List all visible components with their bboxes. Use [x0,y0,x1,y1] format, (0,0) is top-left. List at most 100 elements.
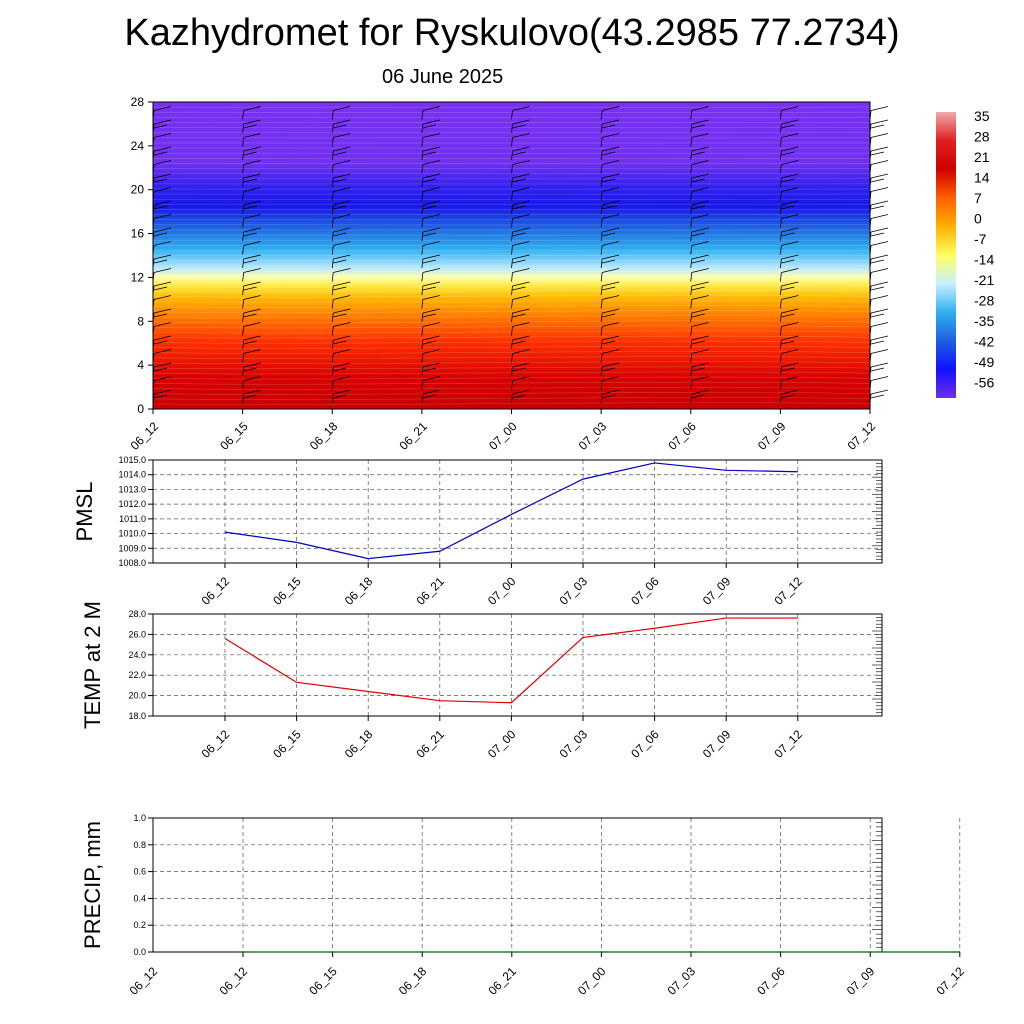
wind-barb-flag [691,308,709,314]
y-tick-label: 24.0 [128,650,146,660]
wind-barb-flag [781,241,799,246]
wind-barb-flag [870,151,885,156]
wind-barb-flag [781,146,799,152]
wind-barb [690,339,693,350]
wind-barb-flag [512,133,530,138]
wind-barb-flag [691,394,705,399]
wind-barb-flag [870,295,889,300]
wind-barb-flag [153,173,172,179]
wind-barb [242,177,245,188]
wind-barb [421,164,424,174]
wind-barb-flag [153,124,168,129]
wind-barb [779,150,782,161]
wind-barb-flag [781,254,799,260]
wind-barb [242,258,245,269]
wind-barb-flag [870,286,885,291]
x-tick-label: 07_12 [933,964,967,998]
wind-barb [690,110,693,120]
wind-barb [690,191,693,201]
wind-barb [779,164,782,174]
contour-line [152,340,871,344]
wind-barb-flag [512,259,526,264]
wind-barb [511,285,513,296]
wind-barb [511,312,513,323]
wind-barb-flag [243,349,261,354]
x-tick-label: 07_06 [628,727,662,761]
wind-barb [779,299,782,309]
wind-barb-flag [512,340,526,345]
wind-barb [511,137,513,147]
wind-barb-flag [602,340,616,345]
y-tick-label: 24 [131,139,145,153]
wind-barb-flag [781,119,799,125]
wind-barb-flag [602,151,616,156]
wind-barb-flag [333,349,351,354]
wind-barb-flag [512,349,530,354]
wind-barb-flag [602,119,620,125]
wind-barb-flag [153,133,172,138]
wind-barb-flag [422,146,440,152]
wind-barb [421,245,424,255]
wind-barb-flag [422,286,436,291]
wind-barb-flag [333,254,351,260]
y-tick-label: 0.6 [133,867,146,877]
wind-barb-flag [870,227,889,233]
wind-barb [779,204,782,215]
wind-barb [690,353,693,363]
wind-barb-flag [422,133,440,138]
wind-barb-flag [870,205,885,210]
wind-barb [600,231,603,242]
wind-barb [331,393,334,404]
wind-barb-flag [512,173,530,179]
plot-frame [152,459,883,564]
wind-barb-flag [512,146,530,152]
wind-barb-flag [512,241,530,246]
wind-barb-flag [691,241,709,246]
contour-line [152,305,871,308]
wind-barb-flag [691,106,709,111]
wind-barb-flag [243,124,257,129]
wind-barb [600,285,603,296]
wind-barb-flag [243,259,257,264]
wind-barb [600,245,603,255]
contour-line [152,330,871,334]
contour-line [152,386,871,390]
y-tick-label: 26.0 [128,629,146,639]
wind-barb-flag [422,394,436,399]
wind-barb [779,191,782,201]
wind-barb [421,285,424,296]
wind-barb-flag [691,322,709,327]
wind-barb [331,299,334,309]
wind-barb-flag [153,227,172,233]
wind-barb-flag [691,367,705,372]
wind-barb [421,258,424,269]
wind-barb-flag [333,286,347,291]
wind-barb-flag [691,295,709,300]
wind-barb-flag [691,133,709,138]
wind-barb [511,339,513,350]
wind-barb-flag [691,173,709,179]
wind-barb-flag [422,367,436,372]
wind-barb-flag [781,124,795,129]
wind-barb [779,123,782,134]
contour-line [152,397,871,400]
y-tick-label: 0.2 [133,920,146,930]
wind-barb-flag [870,259,885,264]
wind-barb [242,339,245,350]
wind-barb [511,204,513,215]
wind-barb-flag [243,268,261,273]
line-panel: 0.0 0.2 0.4 0.6 0.8 1.0 06_12 06_15 06_18 06_21 07… [80,813,967,998]
wind-barb-flag [153,362,172,368]
wind-barb [690,272,693,282]
wind-barb-flag [243,214,261,219]
wind-barb [242,164,245,174]
colorbar-label: -49 [974,354,994,370]
wind-barb-flag [243,205,257,210]
wind-barb-flag [691,335,709,341]
wind-barb-flag [602,389,620,395]
contour-line [152,356,871,359]
wind-barb-flag [781,173,799,179]
colorbar-label: 0 [974,211,982,227]
wind-barb-flag [691,160,709,165]
wind-barb-flag [333,367,347,372]
